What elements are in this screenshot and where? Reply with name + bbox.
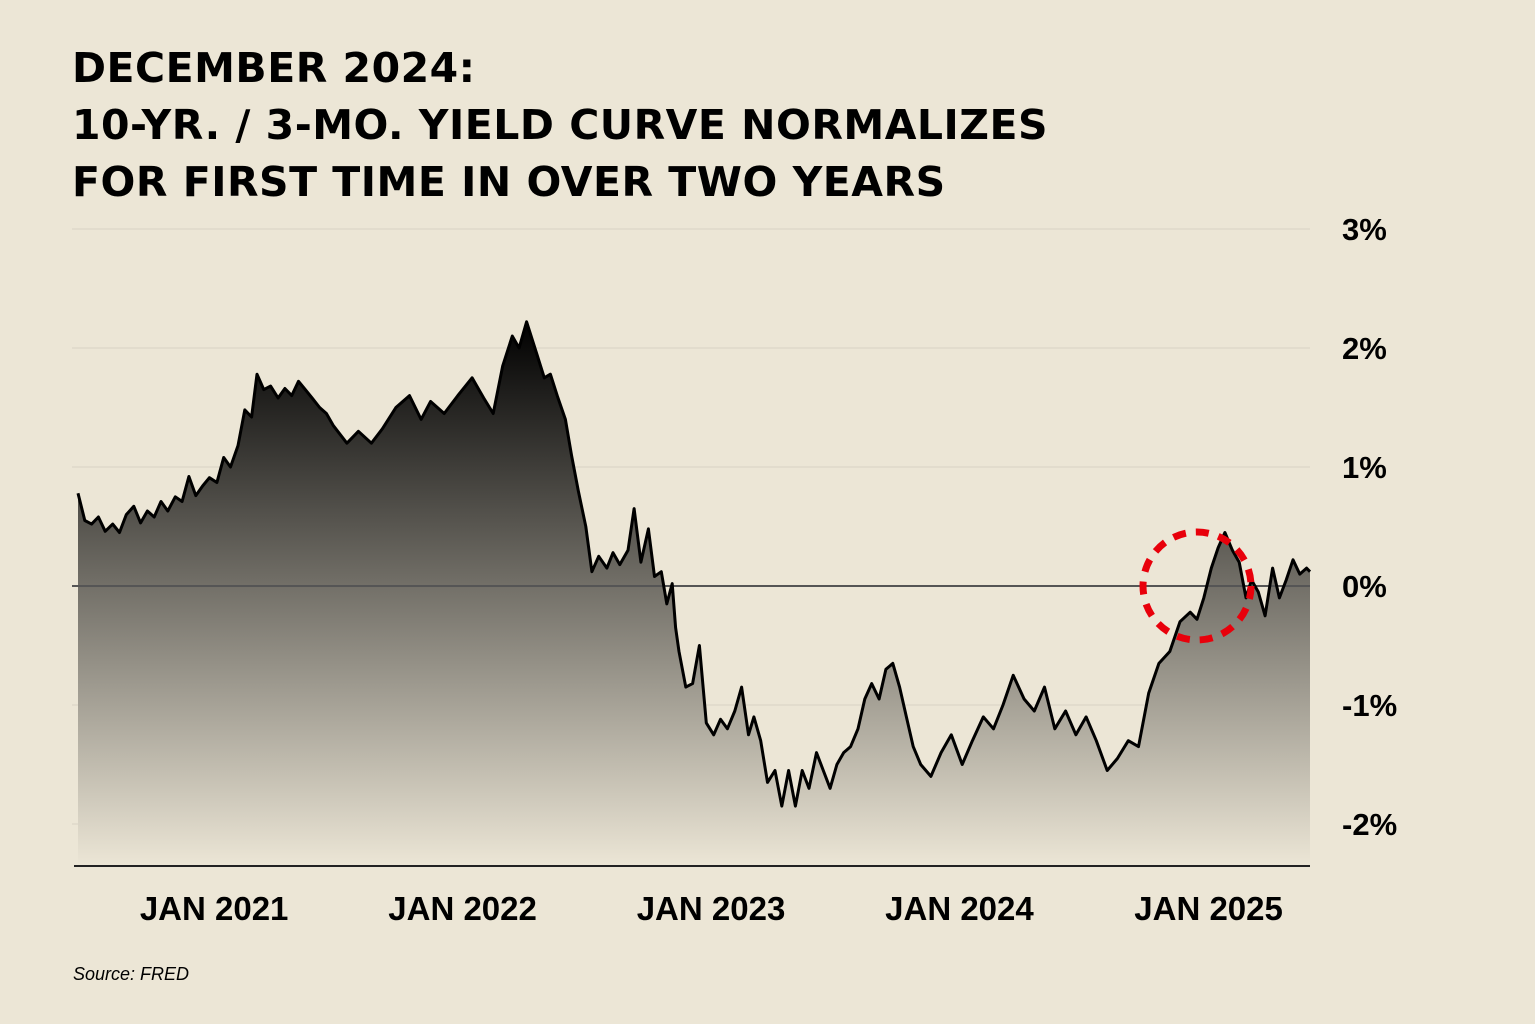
y-axis-tick-labels: 3% 2% 1% 0% -1% -2% xyxy=(1342,212,1397,842)
area-fill xyxy=(78,321,1310,866)
y-tick-label: -2% xyxy=(1342,807,1397,842)
source-note: Source: FRED xyxy=(73,964,190,984)
y-tick-label: -1% xyxy=(1342,688,1397,723)
x-tick-label: JAN 2023 xyxy=(637,890,786,927)
annotation xyxy=(1139,528,1255,644)
series-line xyxy=(76,320,1312,808)
title-line-2: 10-YR. / 3-MO. YIELD CURVE NORMALIZES xyxy=(72,101,1049,149)
x-tick-label: JAN 2022 xyxy=(388,890,537,927)
series-area xyxy=(78,321,1310,866)
x-tick-label: JAN 2024 xyxy=(885,890,1034,927)
title-line-3: FOR FIRST TIME IN OVER TWO YEARS xyxy=(72,158,946,206)
y-tick-label: 1% xyxy=(1342,450,1387,485)
title-line-1: DECEMBER 2024: xyxy=(72,44,476,92)
chart-title: DECEMBER 2024: 10-YR. / 3-MO. YIELD CURV… xyxy=(72,40,1048,211)
y-tick-label: 2% xyxy=(1342,331,1387,366)
series-line-path xyxy=(76,320,1312,808)
y-tick-label: 0% xyxy=(1342,569,1387,604)
highlight-circle xyxy=(1139,528,1255,644)
x-tick-label: JAN 2021 xyxy=(140,890,289,927)
x-tick-label: JAN 2025 xyxy=(1134,890,1283,927)
y-tick-label: 3% xyxy=(1342,212,1387,247)
x-axis-tick-labels: JAN 2021 JAN 2022 JAN 2023 JAN 2024 JAN 2025 xyxy=(140,890,1283,927)
